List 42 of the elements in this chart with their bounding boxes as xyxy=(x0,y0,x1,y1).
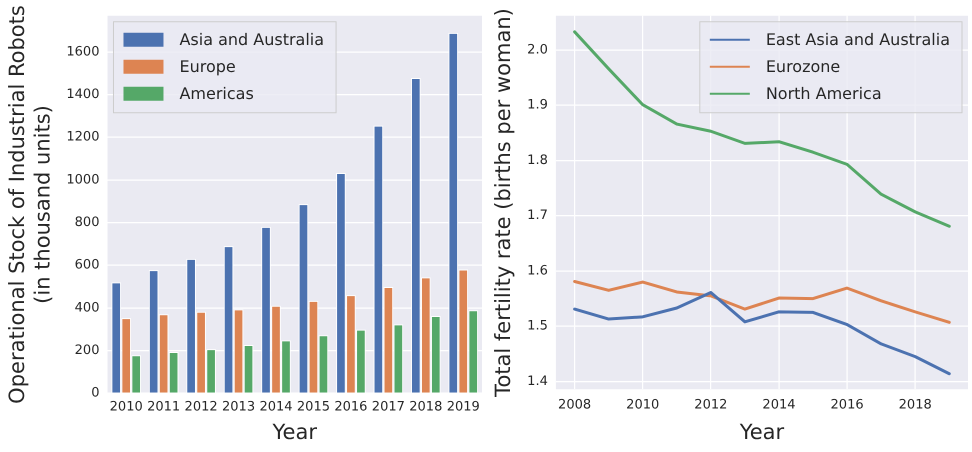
x-tick-label: 2010 xyxy=(626,397,660,412)
y-tick-label: 1.4 xyxy=(527,374,548,389)
y-tick-label: 1.5 xyxy=(527,318,548,334)
legend-label: Europe xyxy=(179,56,236,76)
x-tick-label: 2011 xyxy=(147,399,180,414)
legend-label: Eurozone xyxy=(766,56,840,76)
x-tick-label: 2017 xyxy=(372,399,405,414)
y-tick-label: 1.8 xyxy=(527,152,548,168)
y-tick-label: 200 xyxy=(74,342,100,358)
y-tick-label: 600 xyxy=(74,258,100,273)
x-axis-title: Year xyxy=(738,420,785,444)
legend-label: Asia and Australia xyxy=(179,30,324,49)
x-tick-label: 2014 xyxy=(259,399,293,414)
y-tick-label: 1.9 xyxy=(527,98,548,113)
x-tick-label: 2010 xyxy=(110,399,143,414)
x-tick-label: 2015 xyxy=(296,399,330,414)
y-tick-label: 1200 xyxy=(66,130,100,145)
y-tick-label: 1400 xyxy=(66,87,100,102)
x-tick-label: 2018 xyxy=(898,397,932,412)
legend-label: Americas xyxy=(179,84,254,103)
y-tick-label: 400 xyxy=(74,300,100,316)
y-tick-label: 0 xyxy=(91,386,100,401)
y-tick-label: 2.0 xyxy=(527,42,548,58)
y-tick-label: 1600 xyxy=(66,44,100,60)
y-axis-title: Total fertility rate (births per woman) xyxy=(491,8,516,398)
x-tick-label: 2016 xyxy=(830,397,864,412)
x-tick-label: 2013 xyxy=(222,399,256,414)
x-tick-label: 2012 xyxy=(184,399,218,414)
legend-label: North America xyxy=(766,84,882,103)
y-axis-title: Operational Stock of Industrial Robots (in thousand units) xyxy=(5,5,54,404)
x-tick-label: 2018 xyxy=(409,399,442,414)
x-axis-title: Year xyxy=(272,420,318,444)
x-tick-label: 2019 xyxy=(446,399,480,414)
legend-label: East Asia and Australia xyxy=(766,30,950,49)
x-tick-label: 2008 xyxy=(558,397,592,412)
x-tick-label: 2014 xyxy=(762,397,796,412)
y-tick-label: 800 xyxy=(74,215,100,230)
y-tick-label: 1.7 xyxy=(527,208,548,224)
x-tick-label: 2016 xyxy=(334,399,368,414)
y-tick-label: 1000 xyxy=(66,172,100,188)
x-tick-label: 2012 xyxy=(694,397,728,412)
y-tick-label: 1.6 xyxy=(527,263,548,278)
